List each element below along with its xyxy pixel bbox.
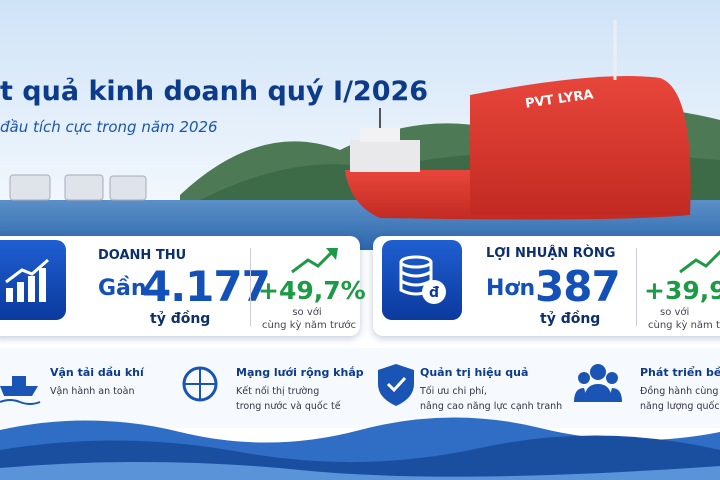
coin-icon: [382, 240, 462, 320]
feature-desc: Vận hành an toàn: [50, 384, 135, 399]
growth-arrow: [291, 248, 338, 274]
divider: [250, 248, 251, 326]
desc-line: Tối ưu chi phí,: [420, 386, 487, 397]
feature-title: Mạng lưới rộng khắp: [236, 366, 364, 379]
desc-line: năng lượng quốc giả: [640, 401, 720, 412]
card-prefix: Hơn: [486, 276, 536, 301]
feature-desc: Kết nối thị trường trong nước và quốc tế: [236, 384, 341, 414]
card-label: LỢI NHUẬN RÒNG: [486, 246, 616, 261]
note-line: so với: [660, 307, 690, 318]
card-value: 4.177: [142, 262, 271, 311]
note-line: so với: [292, 307, 322, 318]
feature-desc: Đồng hành cùng năng lượng quốc giả: [640, 384, 720, 414]
desc-line: nâng cao năng lực cạnh tranh: [420, 401, 563, 412]
card-label: DOANH THU: [98, 248, 187, 263]
card-unit: tỷ đồng: [540, 311, 601, 327]
note-line: cùng kỳ năm tr: [648, 320, 720, 331]
subtitle: đầu tích cực trong năm 2026: [0, 118, 218, 136]
desc-line: Vận hành an toàn: [50, 386, 135, 397]
feature-title: Quản trị hiệu quả: [420, 366, 529, 379]
card-unit: tỷ đồng: [150, 311, 211, 327]
card-prefix: Gần: [98, 276, 147, 301]
coin-glyph: đ: [399, 255, 446, 304]
desc-line: Đồng hành cùng: [640, 386, 719, 397]
growth-arrow: [679, 249, 720, 274]
note-line: cùng kỳ năm trước: [262, 320, 356, 331]
chart-glyph: [5, 258, 49, 302]
growth-note: so với cùng kỳ năm tr: [648, 306, 720, 332]
svg-text:đ: đ: [429, 285, 439, 301]
desc-line: Kết nối thị trường: [236, 386, 320, 397]
feature-title: Phát triển bền v: [640, 366, 720, 379]
feature-desc: Tối ưu chi phí, nâng cao năng lực cạnh tr…: [420, 384, 562, 414]
title: t quả kinh doanh quý I/2026: [0, 76, 429, 107]
feature-icons: [0, 364, 622, 406]
card-value: 387: [535, 262, 621, 311]
growth: +49,7%: [258, 276, 366, 305]
growth: +39,9: [644, 276, 720, 305]
growth-note: so với cùng kỳ năm trước: [262, 306, 356, 332]
feature-title: Vận tải dầu khí: [50, 366, 144, 379]
divider: [636, 248, 637, 326]
desc-line: trong nước và quốc tế: [236, 401, 341, 412]
